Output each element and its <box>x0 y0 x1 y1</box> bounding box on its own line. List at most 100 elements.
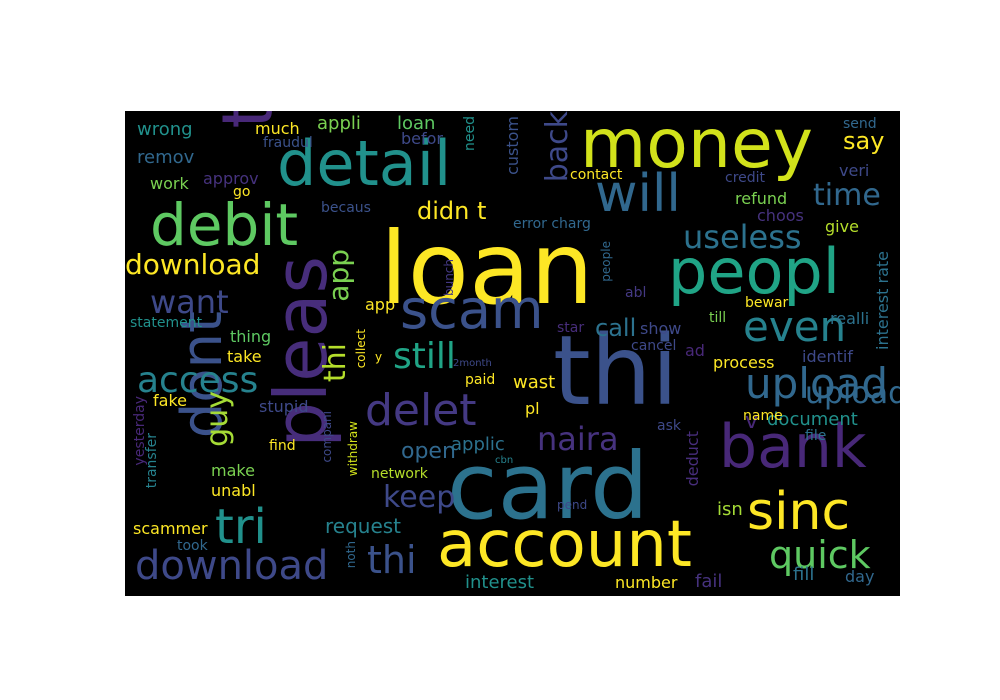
cloud-word: v <box>745 409 759 434</box>
cloud-word: bank <box>719 412 867 482</box>
cloud-word: show <box>640 319 682 338</box>
cloud-word: open <box>401 439 456 464</box>
cloud-word: paid <box>465 372 496 388</box>
cloud-word: collect <box>354 329 368 369</box>
cloud-word: still <box>393 336 456 377</box>
cloud-word: transfer <box>144 433 160 489</box>
cloud-word: keep <box>383 480 456 515</box>
cloud-word: file <box>805 428 827 444</box>
cloud-word: make <box>211 461 255 480</box>
cloud-word: scam <box>400 278 544 341</box>
cloud-word: thi <box>318 343 353 383</box>
cloud-word: statement <box>130 315 203 331</box>
cloud-word: go <box>233 184 251 200</box>
cloud-word: choos <box>757 206 804 225</box>
cloud-word: much <box>255 119 300 138</box>
cloud-word: bunch <box>442 259 456 297</box>
cloud-word: cancel <box>631 338 677 354</box>
cloud-word: peopl <box>668 235 841 308</box>
cloud-word: download <box>125 248 261 281</box>
cloud-word: error charg <box>513 216 591 232</box>
cloud-word: will <box>595 164 681 224</box>
cloud-word: 2month <box>453 358 492 369</box>
cloud-word: call <box>595 314 637 342</box>
cloud-word: network <box>371 466 428 482</box>
cloud-word: compani <box>320 411 334 463</box>
cloud-word: time <box>813 178 881 213</box>
cloud-word: remov <box>137 147 195 168</box>
cloud-word: fill <box>793 564 815 585</box>
cloud-word: custom <box>503 116 522 175</box>
cloud-word: document <box>767 409 858 430</box>
cloud-word: star <box>557 320 585 336</box>
cloud-word: delet <box>365 385 477 436</box>
cloud-word: day <box>845 567 875 586</box>
word-cloud: loan thi card money account pleas detail peopl t… <box>125 111 900 596</box>
cloud-word: access <box>137 360 259 401</box>
cloud-word: fail <box>695 571 723 592</box>
cloud-word: scammer <box>133 519 208 538</box>
cloud-word: bewar <box>745 295 789 311</box>
cloud-word: thing <box>230 327 272 346</box>
cloud-word: ad <box>685 341 705 360</box>
cloud-word: account <box>437 508 692 582</box>
cloud-word: upload <box>805 376 900 411</box>
cloud-word: say <box>843 127 885 155</box>
cloud-word: loan <box>397 113 436 134</box>
cloud-word: realli <box>830 309 870 328</box>
cloud-word: number <box>615 573 678 592</box>
cloud-word: name <box>743 408 783 424</box>
cloud-word: quick <box>769 533 871 577</box>
cloud-word: unabl <box>211 481 256 500</box>
cloud-word: identif <box>802 347 853 366</box>
cloud-word: app <box>365 295 396 314</box>
cloud-word: cbn <box>495 455 514 466</box>
cloud-word: stupid <box>259 397 309 416</box>
cloud-word: tri <box>215 499 267 555</box>
cloud-word: want <box>150 283 229 321</box>
cloud-word: detail <box>277 127 452 200</box>
cloud-word: abl <box>625 285 647 301</box>
cloud-word: back <box>540 111 575 183</box>
cloud-word: fraudul <box>263 135 313 151</box>
cloud-word: sinc <box>747 482 851 542</box>
cloud-word: deduct <box>683 431 702 487</box>
cloud-word: wast <box>513 372 556 393</box>
cloud-word: take <box>227 347 262 366</box>
cloud-word: even <box>743 302 847 351</box>
cloud-word: find <box>269 438 296 454</box>
cloud-word: refund <box>735 189 788 208</box>
cloud-word: approv <box>203 169 259 188</box>
cloud-word: withdraw <box>346 421 360 477</box>
cloud-word: guy <box>200 391 235 447</box>
cloud-word: appli <box>317 113 361 134</box>
cloud-word: people <box>599 241 613 282</box>
cloud-word: money <box>580 111 814 184</box>
cloud-word: loan <box>380 210 594 327</box>
cloud-word: ask <box>657 418 681 434</box>
cloud-word: befor <box>401 129 443 148</box>
cloud-word: isn <box>717 499 743 520</box>
cloud-word: fake <box>153 391 187 410</box>
cloud-word: thi <box>367 538 417 582</box>
cloud-word: send <box>843 116 877 132</box>
cloud-word: debit <box>150 191 299 259</box>
cloud-word: app <box>322 249 355 302</box>
cloud-word: work <box>150 174 189 193</box>
cloud-word: naira <box>537 420 619 458</box>
cloud-word: pend <box>557 498 588 512</box>
cloud-word: till <box>709 310 727 326</box>
cloud-word: interest <box>465 572 535 593</box>
cloud-word: thi <box>553 315 679 427</box>
cloud-word: process <box>713 353 775 372</box>
cloud-word: credit <box>725 170 766 186</box>
cloud-word: veri <box>839 161 870 180</box>
cloud-word: pl <box>525 399 540 418</box>
cloud-word: wrong <box>137 119 193 140</box>
cloud-word: didn t <box>417 197 487 225</box>
cloud-word: card <box>447 433 649 540</box>
cloud-word: noth <box>344 541 358 569</box>
cloud-word: y <box>375 350 383 364</box>
cloud-word: contact <box>570 167 623 183</box>
